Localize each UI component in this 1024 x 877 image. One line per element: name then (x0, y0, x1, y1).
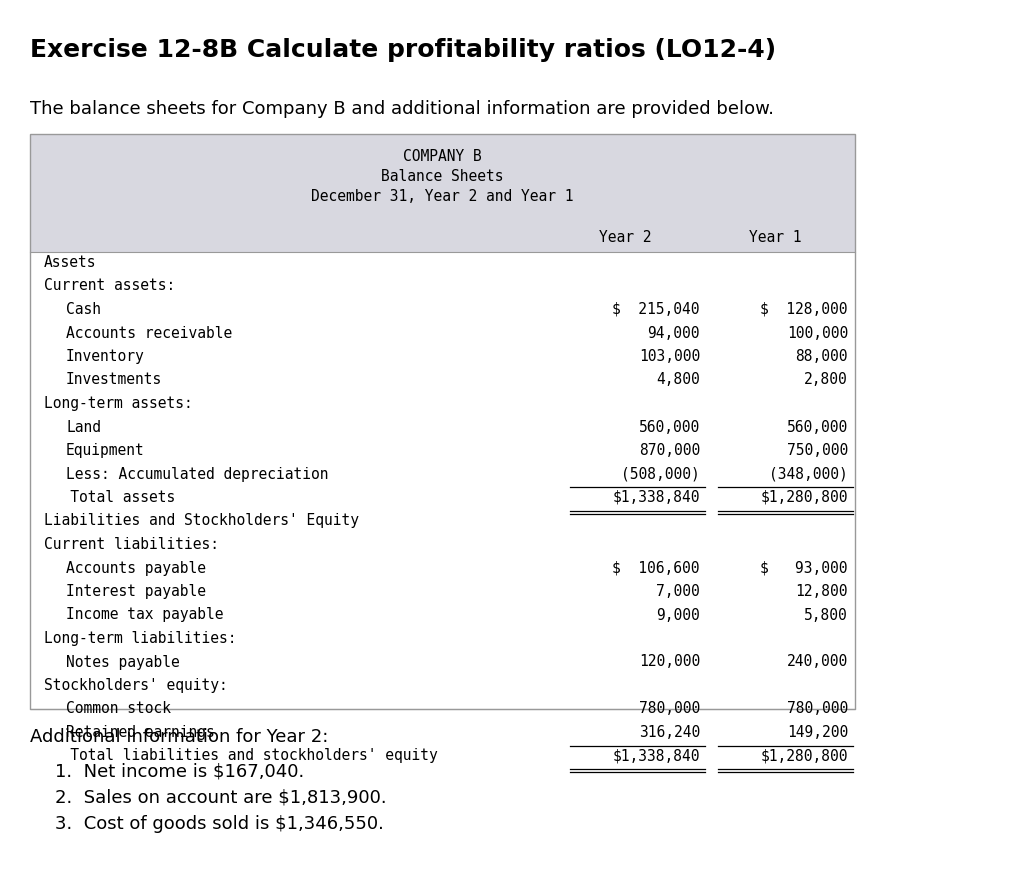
Text: 100,000: 100,000 (786, 325, 848, 340)
Text: $  215,040: $ 215,040 (612, 302, 700, 317)
Text: Additional information for Year 2:: Additional information for Year 2: (30, 727, 329, 745)
Text: Equipment: Equipment (66, 443, 144, 458)
Text: 9,000: 9,000 (656, 607, 700, 622)
Text: Total liabilities and stockholders' equity: Total liabilities and stockholders' equi… (44, 748, 437, 763)
Text: (348,000): (348,000) (769, 466, 848, 481)
Text: Inventory: Inventory (66, 348, 144, 364)
Text: $1,338,840: $1,338,840 (612, 748, 700, 763)
Text: 240,000: 240,000 (786, 653, 848, 669)
Text: 780,000: 780,000 (786, 701, 848, 716)
Text: $1,280,800: $1,280,800 (761, 489, 848, 504)
Text: $  106,600: $ 106,600 (612, 560, 700, 574)
Text: 316,240: 316,240 (639, 724, 700, 739)
Text: Year 1: Year 1 (749, 230, 801, 245)
Text: 780,000: 780,000 (639, 701, 700, 716)
Text: Assets: Assets (44, 254, 96, 270)
Text: Land: Land (66, 419, 101, 434)
Text: $1,280,800: $1,280,800 (761, 748, 848, 763)
Text: Notes payable: Notes payable (66, 653, 180, 669)
Text: (508,000): (508,000) (622, 466, 700, 481)
Text: $  128,000: $ 128,000 (761, 302, 848, 317)
Text: 88,000: 88,000 (796, 348, 848, 364)
Text: Exercise 12-8B Calculate profitability ratios (LO12-4): Exercise 12-8B Calculate profitability r… (30, 38, 776, 62)
Text: 2.  Sales on account are $1,813,900.: 2. Sales on account are $1,813,900. (55, 788, 387, 806)
Text: Less: Accumulated depreciation: Less: Accumulated depreciation (66, 466, 329, 481)
Text: Accounts receivable: Accounts receivable (66, 325, 232, 340)
Text: Cash: Cash (66, 302, 101, 317)
Text: 1.  Net income is $167,040.: 1. Net income is $167,040. (55, 762, 304, 781)
Text: Total assets: Total assets (44, 489, 175, 504)
Text: Accounts payable: Accounts payable (66, 560, 206, 574)
Text: 560,000: 560,000 (786, 419, 848, 434)
Text: 4,800: 4,800 (656, 372, 700, 387)
Text: Common stock: Common stock (66, 701, 171, 716)
Text: The balance sheets for Company B and additional information are provided below.: The balance sheets for Company B and add… (30, 100, 774, 118)
Text: 3.  Cost of goods sold is $1,346,550.: 3. Cost of goods sold is $1,346,550. (55, 814, 384, 832)
Text: Investments: Investments (66, 372, 162, 387)
Text: 12,800: 12,800 (796, 583, 848, 598)
Text: 870,000: 870,000 (639, 443, 700, 458)
Text: Long-term assets:: Long-term assets: (44, 396, 193, 410)
Text: Current liabilities:: Current liabilities: (44, 537, 219, 552)
Bar (30, 135, 855, 225)
Text: Retained earnings: Retained earnings (66, 724, 215, 739)
Text: Balance Sheets: Balance Sheets (381, 168, 504, 184)
Text: Long-term liabilities:: Long-term liabilities: (44, 631, 237, 645)
Text: 149,200: 149,200 (786, 724, 848, 739)
Text: 750,000: 750,000 (786, 443, 848, 458)
Text: Current assets:: Current assets: (44, 278, 175, 293)
Text: Year 2: Year 2 (599, 230, 651, 245)
Bar (30, 225, 855, 253)
Text: 120,000: 120,000 (639, 653, 700, 669)
Bar (30, 135, 855, 709)
Text: $1,338,840: $1,338,840 (612, 489, 700, 504)
Text: 103,000: 103,000 (639, 348, 700, 364)
Text: 94,000: 94,000 (647, 325, 700, 340)
Bar (30, 253, 855, 709)
Text: Liabilities and Stockholders' Equity: Liabilities and Stockholders' Equity (44, 513, 359, 528)
Text: Income tax payable: Income tax payable (66, 607, 223, 622)
Text: $   93,000: $ 93,000 (761, 560, 848, 574)
Text: December 31, Year 2 and Year 1: December 31, Year 2 and Year 1 (311, 189, 573, 203)
Text: 2,800: 2,800 (804, 372, 848, 387)
Text: COMPANY B: COMPANY B (403, 149, 482, 164)
Text: 7,000: 7,000 (656, 583, 700, 598)
Text: Stockholders' equity:: Stockholders' equity: (44, 677, 227, 692)
Text: 5,800: 5,800 (804, 607, 848, 622)
Text: 560,000: 560,000 (639, 419, 700, 434)
Text: Interest payable: Interest payable (66, 583, 206, 598)
